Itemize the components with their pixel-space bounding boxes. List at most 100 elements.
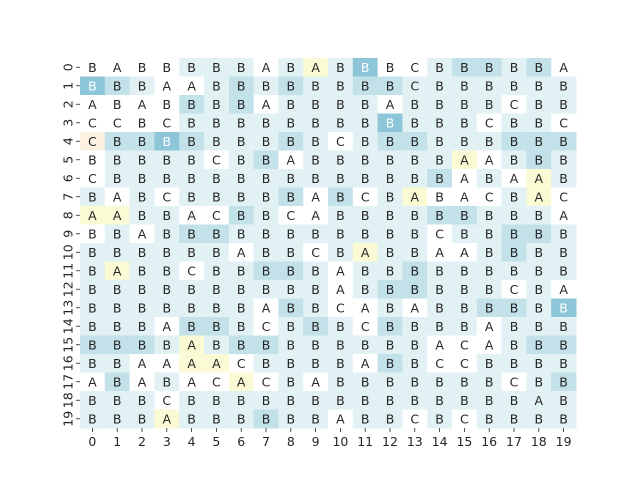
heatmap-cell: [129, 354, 155, 373]
cell-label: B: [336, 337, 345, 352]
heatmap-cell: [228, 317, 255, 336]
cell-label: B: [535, 245, 544, 260]
cell-label: B: [510, 115, 519, 130]
cell-label: C: [286, 208, 295, 223]
cell-label: A: [485, 337, 494, 352]
cell-label: B: [435, 300, 444, 315]
heatmap-cell: [526, 261, 552, 281]
heatmap-cell: [80, 95, 106, 114]
cell-label: B: [559, 171, 568, 186]
cell-label: B: [460, 282, 469, 297]
heatmap-cell: [129, 224, 155, 244]
heatmap-cell: [154, 335, 180, 355]
cell-label: B: [361, 152, 370, 167]
heatmap-cell: [501, 298, 527, 318]
heatmap-cell: [352, 391, 379, 410]
cell-label: B: [336, 374, 345, 389]
heatmap-cell: [303, 409, 329, 429]
heatmap-cell: [328, 187, 354, 207]
cell-label: B: [88, 337, 97, 352]
cell-label: B: [386, 393, 395, 408]
heatmap-cell: [228, 354, 255, 373]
cell-label: B: [138, 115, 147, 130]
heatmap-cell: [204, 224, 230, 244]
cell-label: B: [113, 245, 122, 260]
cell-label: B: [361, 78, 370, 93]
heatmap-cell: [427, 391, 453, 410]
cell-label: B: [361, 171, 370, 186]
heatmap-cell: [377, 224, 403, 244]
heatmap-cell: [551, 409, 577, 429]
heatmap-cell: [501, 187, 527, 207]
cell-label: B: [138, 319, 147, 334]
cell-label: C: [410, 60, 419, 75]
heatmap-cell: [303, 354, 329, 373]
cell-label: C: [212, 208, 221, 223]
cell-label: C: [162, 189, 171, 204]
cell-label: B: [411, 393, 420, 408]
heatmap-cell: [303, 132, 329, 151]
heatmap-cell: [154, 261, 180, 281]
cell-label: A: [460, 245, 469, 260]
heatmap-cell: [476, 280, 503, 299]
y-tick-label: 8: [61, 211, 76, 219]
cell-label: A: [311, 208, 320, 223]
cell-label: B: [510, 411, 519, 426]
heatmap-cell: [228, 335, 255, 355]
heatmap-cell: [129, 317, 155, 336]
cell-label: B: [386, 115, 395, 130]
cell-label: B: [411, 319, 420, 334]
cell-label: C: [510, 97, 519, 112]
cell-label: B: [411, 226, 420, 241]
heatmap-cell: [476, 335, 503, 355]
x-tick-label: 14: [432, 434, 448, 449]
heatmap-cell: [352, 224, 379, 244]
cell-label: A: [187, 337, 196, 352]
heatmap-cell: [303, 150, 329, 170]
heatmap-cell: [501, 95, 527, 114]
cell-label: B: [113, 300, 122, 315]
cell-label: B: [361, 208, 370, 223]
heatmap-cell: [253, 261, 279, 281]
heatmap-cell: [104, 150, 131, 170]
cell-label: B: [212, 134, 221, 149]
heatmap-cells: [80, 58, 577, 429]
heatmap-cell: [154, 58, 180, 77]
cell-label: B: [138, 393, 147, 408]
heatmap-cell: [427, 243, 453, 262]
heatmap-cell: [476, 243, 503, 262]
cell-label: B: [559, 337, 568, 352]
heatmap-cell: [278, 187, 304, 207]
heatmap-cell: [228, 298, 255, 318]
heatmap-cell: [253, 58, 279, 77]
heatmap-cell: [104, 76, 131, 96]
heatmap-cell: [501, 169, 527, 188]
heatmap-cell: [204, 169, 230, 188]
heatmap-cell: [154, 206, 180, 225]
heatmap-cell: [551, 187, 577, 207]
heatmap-cell: [377, 243, 403, 262]
y-tick-label: 0: [61, 63, 76, 71]
heatmap-cell: [551, 372, 577, 392]
heatmap-cell: [427, 95, 453, 114]
cell-label: B: [237, 300, 246, 315]
cell-label: B: [361, 263, 370, 278]
cell-label: B: [163, 245, 172, 260]
heatmap-cell: [551, 58, 577, 77]
cell-label: B: [535, 282, 544, 297]
cell-label: A: [113, 189, 122, 204]
heatmap-cell: [402, 169, 428, 188]
cell-label: B: [237, 411, 246, 426]
heatmap-cell: [129, 298, 155, 318]
heatmap-cell: [253, 113, 279, 133]
heatmap-cell: [278, 224, 304, 244]
heatmap-cell: [179, 317, 205, 336]
heatmap-cell: [204, 243, 230, 262]
heatmap-cell: [328, 132, 354, 151]
heatmap-cell: [80, 132, 106, 151]
heatmap-cell: [303, 187, 329, 207]
heatmap-cell: [526, 76, 552, 96]
cell-label: C: [559, 189, 568, 204]
heatmap-cell: [551, 354, 577, 373]
heatmap-cell: [526, 187, 552, 207]
